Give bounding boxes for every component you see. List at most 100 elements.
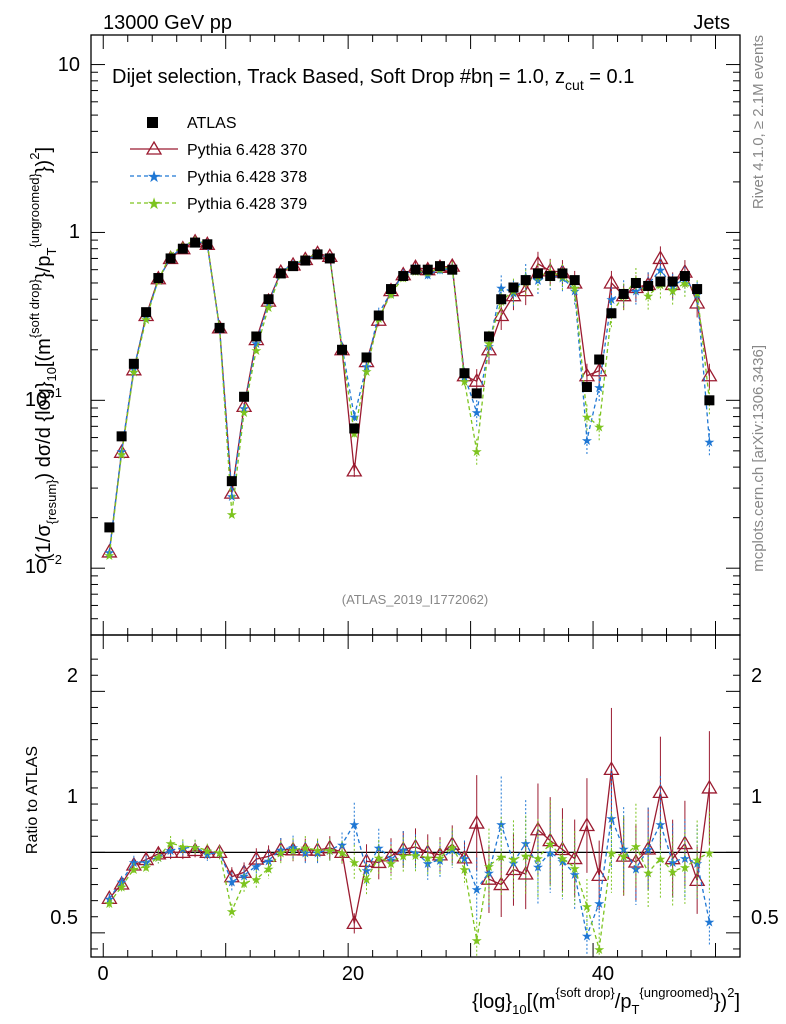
ratio-point-379: ★ (312, 843, 324, 858)
point-379: ★ (593, 419, 605, 434)
point-atlas (239, 391, 250, 402)
ratio-point-379: ★ (557, 851, 569, 866)
point-atlas (557, 268, 568, 279)
ratio-point-379: ★ (165, 836, 177, 851)
point-atlas (581, 382, 592, 393)
ratio-tick-label-right: 1 (751, 786, 762, 808)
ratio-point-379: ★ (679, 860, 691, 875)
ratio-point-379: ★ (263, 861, 275, 876)
point-379: ★ (642, 289, 654, 304)
ratio-point-379: ★ (630, 839, 642, 854)
ratio-point-378: ★ (263, 853, 275, 868)
point-378: ★ (116, 444, 128, 459)
point-379: ★ (250, 343, 262, 358)
point-atlas (153, 273, 164, 284)
axis-ticks (91, 35, 740, 957)
point-atlas (177, 243, 188, 254)
ratio-point-370 (382, 847, 400, 862)
ratio-point-379: ★ (593, 942, 605, 957)
ratio-point-379: ★ (397, 848, 409, 863)
ratio-point-379: ★ (299, 841, 311, 856)
point-atlas (226, 476, 237, 487)
point-379: ★ (140, 312, 152, 327)
point-atlas (594, 354, 605, 365)
point-atlas (361, 352, 372, 363)
ratio-point-378: ★ (214, 845, 226, 860)
ratio-tick-label-right: 2 (751, 665, 762, 687)
legend-378-label: Pythia 6.428 378 (187, 169, 307, 186)
point-atlas (349, 423, 360, 434)
point-atlas (459, 368, 470, 379)
y-tick-labels: 10 1 10−1 10−2 (25, 54, 80, 578)
legend-379-marker: ★ (147, 196, 161, 213)
x-tick-label: 40 (592, 963, 614, 985)
ratio-point-379: ★ (532, 851, 544, 866)
ratio-point-379: ★ (177, 839, 189, 854)
point-atlas (263, 294, 274, 305)
ratio-point-370 (235, 863, 253, 878)
ratio-point-378: ★ (593, 896, 605, 911)
ratio-point-370 (113, 875, 130, 890)
ratio-point-378: ★ (557, 854, 569, 869)
ratio-point-379: ★ (655, 852, 667, 867)
ratio-point-370 (321, 839, 338, 854)
ratio-point-378: ★ (348, 817, 360, 832)
point-378: ★ (581, 433, 593, 448)
point-atlas (667, 276, 678, 287)
x-axis-label: {log}10[(m{soft drop}/pT{ungroomed}})2] (472, 985, 740, 1017)
point-atlas (165, 253, 176, 264)
point-atlas (337, 344, 348, 355)
ratio-point-370 (627, 853, 645, 868)
point-atlas (508, 282, 519, 293)
ratio-y-label: Ratio to ATLAS (24, 746, 41, 854)
point-379: ★ (483, 336, 495, 351)
ratio-point-370 (125, 856, 142, 871)
point-378: ★ (593, 380, 605, 395)
header-left: 13000 GeV pp (103, 12, 232, 34)
ratio-point-379: ★ (642, 865, 654, 880)
point-378: ★ (250, 336, 262, 351)
ratio-point-379: ★ (104, 896, 116, 911)
ratio-point-370 (578, 817, 596, 832)
point-atlas (422, 264, 433, 275)
ratio-point-379: ★ (459, 862, 471, 877)
ratio-point-378: ★ (336, 837, 348, 852)
analysis-watermark: (ATLAS_2019_I1772062) (342, 592, 488, 607)
point-378: ★ (495, 280, 507, 295)
x-tick-label: 20 (342, 963, 364, 985)
ratio-point-378: ★ (312, 845, 324, 860)
mcplots-label: mcplots.cern.ch [arXiv:1306.3436] (750, 345, 767, 572)
ratio-point-379: ★ (214, 845, 226, 860)
ratio-point-378: ★ (153, 850, 165, 865)
ratio-point-379: ★ (691, 852, 703, 867)
point-atlas (618, 288, 629, 299)
ratio-point-379: ★ (446, 840, 458, 855)
point-370 (346, 462, 363, 477)
ratio-point-378: ★ (569, 867, 581, 882)
point-atlas (398, 271, 409, 282)
ratio-point-379: ★ (373, 850, 385, 865)
point-atlas (447, 264, 458, 275)
ratio-point-378: ★ (606, 811, 618, 826)
ratio-point-379: ★ (434, 850, 446, 865)
point-370 (517, 282, 534, 297)
point-379: ★ (471, 444, 483, 459)
point-378: ★ (238, 401, 250, 416)
x-tick-label: 0 (97, 963, 108, 985)
ratio-line-378 (108, 815, 711, 938)
ratio-point-379: ★ (275, 845, 287, 860)
rivet-label: Rivet 4.1.0, ≥ 2.1M events (750, 35, 767, 209)
point-379: ★ (459, 374, 471, 389)
point-379: ★ (361, 364, 373, 379)
ratio-point-370 (517, 865, 534, 880)
ratio-point-379: ★ (483, 859, 495, 874)
point-atlas (251, 331, 262, 342)
point-atlas (275, 268, 286, 279)
ratio-point-379: ★ (667, 864, 679, 879)
ratio-point-378: ★ (128, 855, 140, 870)
point-378: ★ (508, 285, 520, 300)
point-atlas (704, 395, 715, 406)
legend-370-label: Pythia 6.428 370 (187, 142, 307, 159)
point-379: ★ (104, 548, 116, 563)
point-378: ★ (348, 410, 360, 425)
